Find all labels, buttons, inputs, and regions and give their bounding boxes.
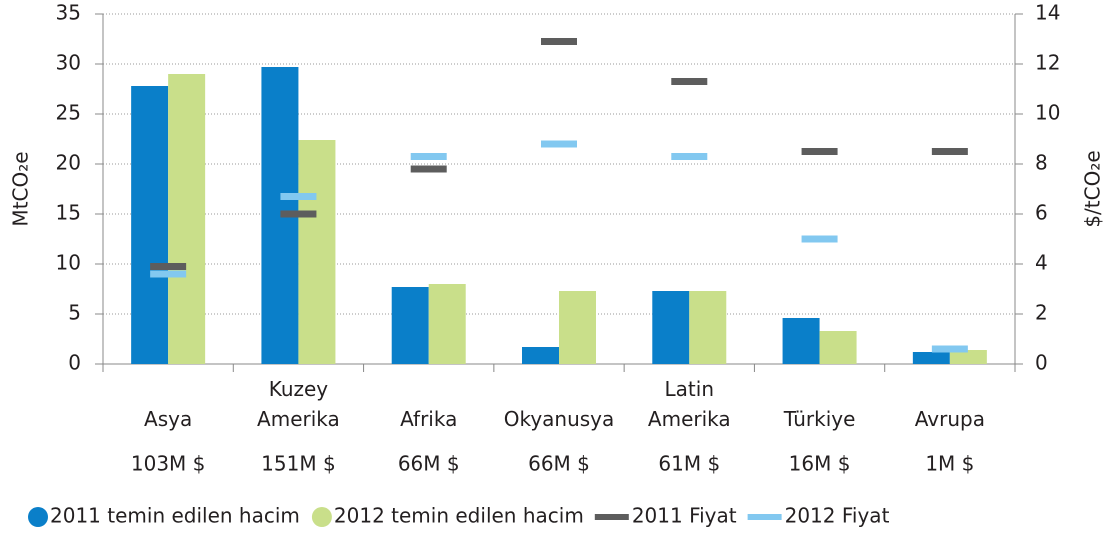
bar: [559, 291, 596, 364]
price-marker: [801, 148, 838, 155]
x-total-label: 103M $: [131, 452, 206, 476]
x-tick-label: Avrupa: [915, 407, 985, 431]
bar: [391, 287, 429, 364]
legend-swatch: [311, 507, 332, 527]
bar: [949, 350, 987, 364]
y2-tick-label: 10: [1035, 101, 1060, 125]
x-tick-label: Okyanusya: [504, 407, 615, 431]
price-marker: [280, 193, 317, 200]
x-tick-line: Kuzey: [269, 377, 329, 401]
bar: [298, 140, 336, 364]
x-tick-line: Türkiye: [783, 407, 856, 431]
price-marker: [931, 345, 968, 353]
y-axis-label: MtCO₂e: [9, 151, 33, 226]
y2-tick-label: 12: [1035, 51, 1060, 75]
bar: [689, 291, 727, 364]
y-tick-label: 0: [68, 351, 81, 375]
x-tick-line: Amerika: [648, 407, 731, 431]
price-marker: [671, 153, 708, 160]
x-tick-line: Avrupa: [915, 407, 985, 431]
legend-label: 2011 temin edilen hacim: [50, 504, 300, 528]
x-tick-label: Kuzey Amerika: [257, 377, 340, 431]
bar: [652, 291, 690, 364]
x-tick-line: Afrika: [400, 407, 457, 431]
price-marker: [541, 140, 577, 148]
legend-swatch: [594, 514, 629, 520]
x-total-label: 66M $: [398, 452, 460, 476]
x-total-label: 16M $: [789, 452, 851, 476]
x-tick-line: Okyanusya: [504, 407, 615, 431]
legend-label: 2012 temin edilen hacim: [334, 504, 584, 528]
x-tick-label: Afrika: [400, 407, 457, 431]
x-tick-label: Asya: [144, 407, 192, 431]
x-total-label: 61M $: [658, 452, 720, 476]
legend-label: 2011 Fiyat: [632, 504, 737, 528]
y2-tick-label: 6: [1035, 201, 1048, 225]
y-tick-label: 25: [56, 101, 81, 125]
price-marker: [280, 210, 317, 218]
price-marker: [931, 148, 968, 155]
y2-tick-label: 0: [1035, 351, 1048, 375]
bar: [782, 318, 820, 364]
bar: [131, 86, 169, 364]
y-tick-label: 15: [56, 201, 81, 225]
x-total-label: 1M $: [925, 452, 974, 476]
y2-tick-label: 8: [1035, 151, 1048, 175]
x-total-label: 151M $: [261, 452, 336, 476]
bar: [522, 347, 559, 364]
bar: [428, 284, 466, 364]
y2-axis-label: $/tCO₂e: [1081, 150, 1105, 227]
y2-tick-label: 4: [1035, 251, 1048, 275]
x-total-label: 66M $: [528, 452, 590, 476]
price-marker: [410, 165, 447, 173]
price-marker: [410, 153, 447, 160]
y2-tick-label: 2: [1035, 301, 1048, 325]
price-marker: [150, 270, 187, 278]
legend-swatch: [747, 514, 782, 520]
price-marker: [150, 263, 187, 270]
price-marker: [541, 38, 577, 45]
bar: [168, 74, 206, 364]
bar: [819, 331, 857, 364]
y-tick-label: 5: [68, 301, 81, 325]
y-tick-label: 30: [56, 51, 81, 75]
price-marker: [671, 78, 708, 85]
y2-tick-label: 14: [1035, 1, 1060, 25]
y-tick-label: 35: [56, 1, 81, 25]
legend-swatch: [28, 507, 48, 527]
price-marker: [801, 235, 838, 243]
x-tick-line: Amerika: [257, 407, 340, 431]
x-tick-label: Latin Amerika: [648, 377, 731, 431]
y-tick-label: 20: [56, 151, 81, 175]
x-tick-line: Asya: [144, 407, 192, 431]
x-tick-label: Türkiye: [783, 407, 856, 431]
y-tick-label: 10: [56, 251, 81, 275]
legend-label: 2012 Fiyat: [785, 504, 890, 528]
bar: [912, 352, 950, 364]
x-tick-line: Latin: [665, 377, 714, 401]
